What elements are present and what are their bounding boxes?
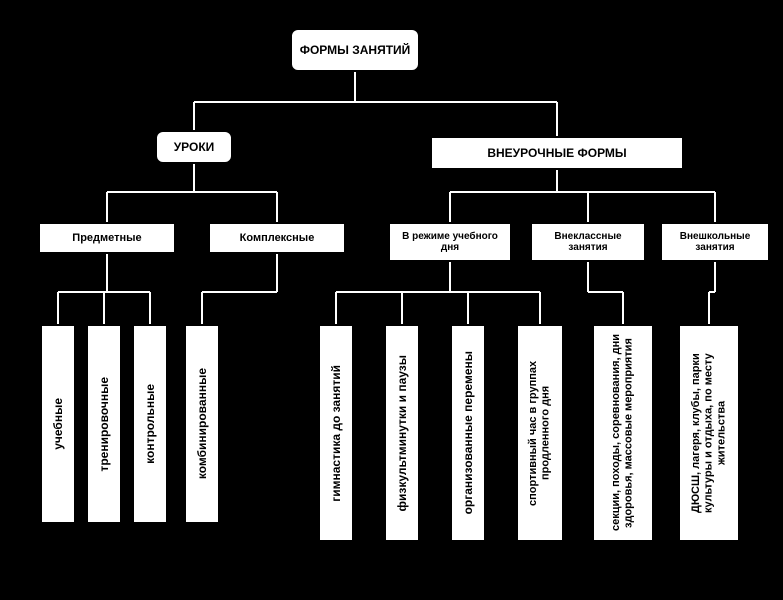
leaf-sporthour-label: спортивный час в группах продленного дня <box>527 332 552 534</box>
leaf-combined: комбинированные <box>184 324 220 524</box>
node-outofschool: Внешкольные занятия <box>660 222 770 262</box>
node-subject: Предметные <box>38 222 176 254</box>
leaf-dyussh-label: ДЮСШ, лагеря, клубы, парки культуры и от… <box>690 332 728 534</box>
node-root-label: ФОРМЫ ЗАНЯТИЙ <box>300 43 411 57</box>
node-lessons-label: УРОКИ <box>174 140 215 154</box>
node-complex: Комплексные <box>208 222 346 254</box>
node-outofschool-label: Внешкольные занятия <box>668 231 762 253</box>
leaf-sporthour: спортивный час в группах продленного дня <box>516 324 564 542</box>
node-extracurricular: ВНЕУРОЧНЫЕ ФОРМЫ <box>430 136 684 170</box>
node-outofclass-label: Внеклассные занятия <box>538 231 638 253</box>
node-schoolday-label: В режиме учебного дня <box>396 231 504 253</box>
node-schoolday: В режиме учебного дня <box>388 222 512 262</box>
leaf-gymn-label: гимнастика до занятий <box>329 365 343 502</box>
leaf-control-label: контрольные <box>143 384 157 464</box>
leaf-practice: тренировочные <box>86 324 122 524</box>
node-root: ФОРМЫ ЗАНЯТИЙ <box>290 28 420 72</box>
leaf-sections-label: секции, походы, соревнования, дни здоров… <box>610 332 635 534</box>
node-complex-label: Комплексные <box>240 232 315 244</box>
node-extracurricular-label: ВНЕУРОЧНЫЕ ФОРМЫ <box>487 146 626 160</box>
leaf-training-label: учебные <box>51 398 65 450</box>
node-subject-label: Предметные <box>72 232 141 244</box>
leaf-training: учебные <box>40 324 76 524</box>
leaf-dyussh: ДЮСШ, лагеря, клубы, парки культуры и от… <box>678 324 740 542</box>
leaf-organized-label: организованные перемены <box>461 351 475 514</box>
leaf-gymn: гимнастика до занятий <box>318 324 354 542</box>
node-lessons: УРОКИ <box>155 130 233 164</box>
leaf-control: контрольные <box>132 324 168 524</box>
leaf-practice-label: тренировочные <box>97 377 111 472</box>
node-outofclass: Внеклассные занятия <box>530 222 646 262</box>
leaf-organized: организованные перемены <box>450 324 486 542</box>
leaf-fizkult: физкультминутки и паузы <box>384 324 420 542</box>
leaf-combined-label: комбинированные <box>195 368 209 479</box>
leaf-sections: секции, походы, соревнования, дни здоров… <box>592 324 654 542</box>
leaf-fizkult-label: физкультминутки и паузы <box>395 355 409 511</box>
